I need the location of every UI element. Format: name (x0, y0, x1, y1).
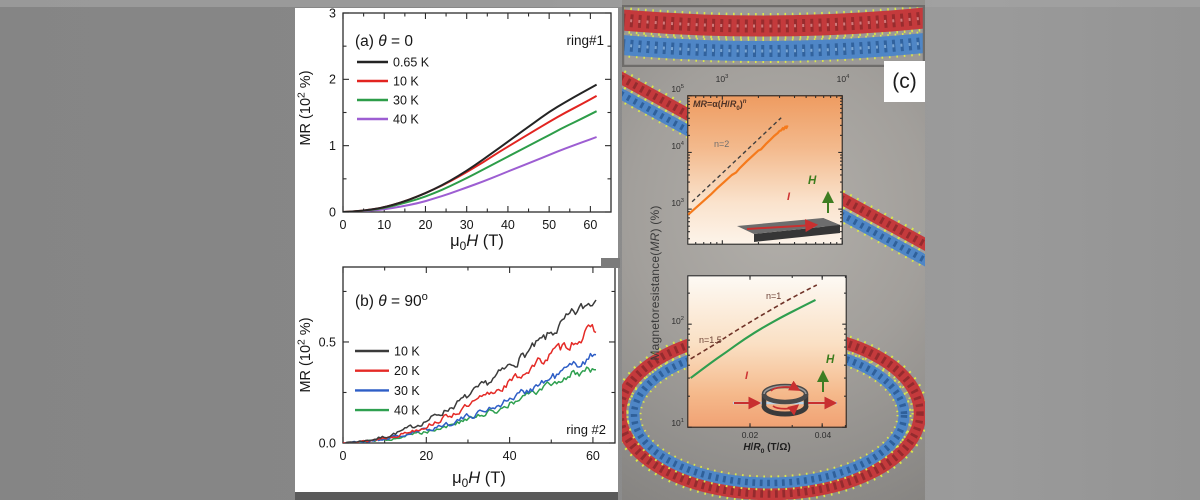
band-red-ribbon (622, 5, 925, 40)
c1-top-tick-1e3: 103 (715, 74, 729, 84)
inset-ring-mr-plot: n=1 n=1.5 I H (687, 275, 847, 428)
crystal-structure-image (622, 4, 925, 68)
bottom-strip (295, 492, 618, 500)
svg-text:3: 3 (329, 8, 336, 20)
film-slab-icon (737, 218, 840, 242)
svg-text:10 K: 10 K (393, 74, 419, 88)
chart-a-theta-0: 0 10 20 30 40 50 60 0 1 2 3 μ0H (T) MR (102 %) 0.65 K… (297, 8, 612, 253)
svg-text:60: 60 (586, 449, 600, 463)
svg-text:2: 2 (329, 73, 336, 87)
mr-power-law-formula: MR=α(H/R0)n (693, 98, 747, 112)
c2-left-tick-1e1: 101 (671, 418, 684, 428)
c2-x-tick-004: 0.04 (814, 430, 832, 440)
svg-text:20 K: 20 K (394, 364, 420, 378)
svg-text:MR (102 %): MR (102 %) (297, 70, 315, 145)
svg-text:μ0H (T): μ0H (T) (450, 232, 504, 253)
svg-text:40 K: 40 K (394, 403, 420, 417)
svg-text:10: 10 (377, 218, 391, 232)
svg-text:(b) θ = 90o: (b) θ = 90o (355, 291, 428, 310)
svg-text:30: 30 (460, 218, 474, 232)
film-sample-art (737, 191, 840, 242)
c2-x-axis-label: H/R0 (T/Ω) (743, 442, 791, 455)
svg-text:0: 0 (329, 205, 336, 219)
svg-text:0: 0 (340, 449, 347, 463)
panel-c-label-box: (c) (884, 61, 925, 102)
inset-film-mr-plot: MR=α(H/R0)n n=2 I H (687, 95, 843, 245)
c2-field-label: H (826, 354, 835, 366)
svg-text:0.5: 0.5 (319, 335, 336, 349)
c1-left-tick-1e5: 105 (671, 84, 684, 94)
c1-top-tick-1e4: 104 (836, 74, 850, 84)
ring-sample-icon (761, 380, 809, 417)
svg-text:30 K: 30 K (394, 384, 420, 398)
svg-text:ring #2: ring #2 (566, 422, 606, 437)
svg-text:50: 50 (542, 218, 556, 232)
svg-text:10 K: 10 K (394, 344, 420, 358)
svg-text:1: 1 (329, 139, 336, 153)
c1-field-label: H (808, 175, 817, 187)
svg-text:30 K: 30 K (393, 93, 419, 107)
panel-c: (c) Magnetoresistance(MR) (%) 103 104 10… (622, 0, 925, 500)
top-strip (0, 0, 1200, 7)
svg-text:MR (102 %): MR (102 %) (297, 317, 315, 392)
svg-text:μ0H (T): μ0H (T) (452, 469, 506, 490)
c1-left-tick-1e3: 103 (671, 198, 684, 208)
c1-current-label: I (787, 191, 791, 203)
svg-text:0.0: 0.0 (319, 436, 336, 450)
svg-text:0.65 K: 0.65 K (393, 55, 430, 69)
crystal-structure-band (622, 4, 925, 68)
chart-b-theta-90: 0 20 40 60 0.0 0.5 μ0H (T) MR (102 %) 10 K 20 K 30… (297, 266, 616, 490)
n15-label: n=1.5 (699, 335, 722, 345)
c-y-axis-label: Magnetoresistance(MR) (%) (648, 205, 662, 361)
c2-left-tick-1e2: 102 (671, 316, 684, 326)
n2-label: n=2 (714, 139, 730, 149)
svg-text:40: 40 (503, 449, 517, 463)
panel-ab-background: 0 10 20 30 40 50 60 0 1 2 3 μ0H (T) MR (102 %) 0.65 K… (295, 8, 618, 492)
c2-x-tick-002: 0.02 (741, 430, 759, 440)
svg-text:60: 60 (583, 218, 597, 232)
svg-text:40: 40 (501, 218, 515, 232)
gray-tab (601, 258, 620, 268)
svg-text:ring#1: ring#1 (566, 33, 604, 48)
band-blue-ribbon (622, 31, 925, 64)
c1-left-tick-1e4: 104 (671, 141, 684, 151)
svg-text:(a) θ = 0: (a) θ = 0 (355, 33, 413, 50)
svg-text:20: 20 (419, 218, 433, 232)
n1-label: n=1 (766, 291, 782, 301)
svg-text:40 K: 40 K (393, 112, 419, 126)
panel-c-label: (c) (892, 69, 917, 93)
c2-current-label: I (745, 370, 749, 382)
svg-text:0: 0 (340, 218, 347, 232)
svg-text:20: 20 (419, 449, 433, 463)
